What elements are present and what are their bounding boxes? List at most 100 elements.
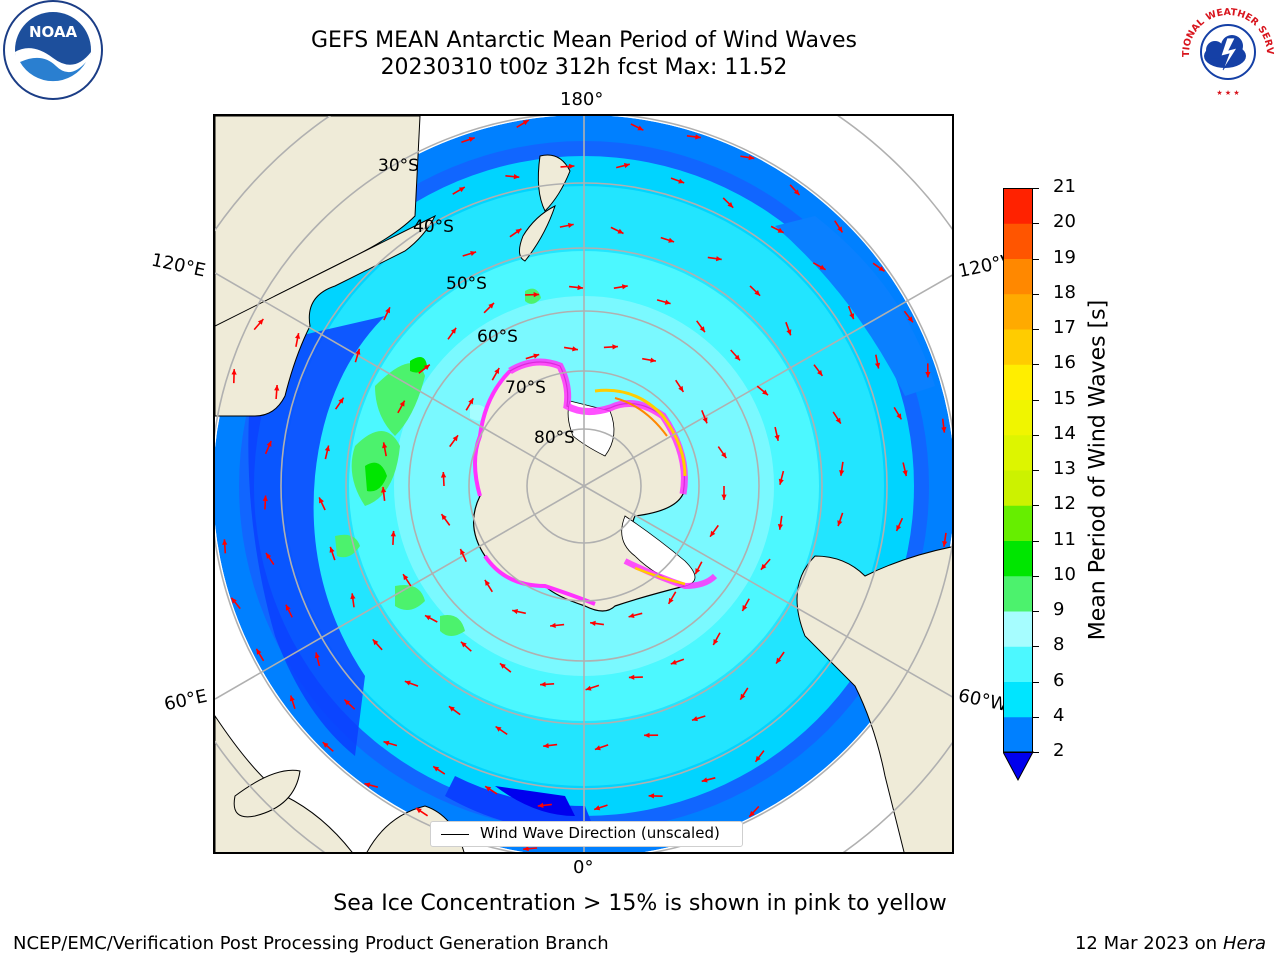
- wind-arrow-head: [902, 470, 908, 477]
- wind-arrow-head: [540, 681, 546, 687]
- wind-arrow-head: [907, 316, 913, 323]
- wind-arrow-head: [664, 299, 671, 305]
- wind-arrow-head: [274, 385, 280, 391]
- wind-arrow-head: [650, 357, 656, 363]
- colorbar-segment: [1003, 575, 1033, 612]
- wind-arrow-head: [441, 514, 447, 520]
- wind-arrow-head: [668, 237, 675, 243]
- wind-arrow-head: [329, 546, 335, 553]
- colorbar-tick-label: 20: [1053, 211, 1076, 233]
- wind-arrow-head: [485, 786, 492, 792]
- lat-label-70s: 70°S: [505, 378, 546, 398]
- colorbar-tick-mark: [1033, 434, 1039, 436]
- wind-arrow-head: [628, 613, 635, 618]
- lon-label-120e: 120°E: [149, 249, 208, 282]
- lon-label-180: 180°: [560, 89, 604, 110]
- colorbar-tick-mark: [1033, 188, 1039, 189]
- wind-arrow-head: [621, 284, 628, 290]
- wind-arrow-head: [523, 846, 529, 852]
- colorbar-segment: [1003, 505, 1033, 541]
- wind-arrow-head: [819, 264, 826, 270]
- wind-arrow-head: [777, 227, 784, 233]
- colorbar-tick-label: 8: [1053, 634, 1065, 656]
- wind-arrow-head: [715, 256, 722, 262]
- wind-arrow-head: [695, 568, 701, 575]
- colorbar-tick-label: 6: [1053, 669, 1065, 691]
- wind-arrow-head: [668, 597, 674, 604]
- wind-arrow-head: [710, 530, 716, 537]
- nws-logo: NATIONAL WEATHER SERVICE ★ ★ ★: [1173, 0, 1279, 104]
- lat-label-40s: 40°S: [413, 217, 454, 237]
- wind-arrow-head: [628, 674, 635, 680]
- wind-arrow-head: [533, 353, 540, 359]
- wind-arrow-head: [488, 302, 494, 309]
- colorbar-tick-mark: [1033, 505, 1039, 507]
- sea-ice-footnote: Sea Ice Concentration > 15% is shown in …: [333, 891, 947, 916]
- colorbar-segment: [1003, 293, 1033, 330]
- colorbar-tick-label: 16: [1053, 352, 1076, 374]
- date-text: 12 Mar 2023 on: [1074, 933, 1218, 954]
- wind-arrow-head: [285, 604, 291, 611]
- wind-arrow-head: [452, 435, 458, 442]
- wind-arrow-head: [678, 178, 685, 184]
- wind-arrow-head: [713, 639, 719, 645]
- wind-arrow-head: [721, 494, 727, 500]
- colorbar-tick-mark: [1033, 646, 1039, 648]
- lat-label-50s: 50°S: [446, 274, 487, 294]
- wind-arrow-head: [494, 368, 500, 374]
- wind-arrow-head: [364, 782, 371, 788]
- colorbar-tick-mark: [1033, 611, 1039, 612]
- colorbar-tick-label: 4: [1053, 704, 1065, 726]
- australia: [215, 214, 437, 417]
- wind-arrow-head: [433, 766, 440, 772]
- wind-arrow-head: [385, 307, 390, 314]
- wind-arrow-head: [543, 743, 549, 749]
- wind-arrow-head: [896, 413, 902, 420]
- wind-arrow-head: [754, 290, 761, 296]
- noaa-logo-label: NOAA: [29, 23, 78, 41]
- wind-arrow-head: [727, 202, 734, 208]
- wind-arrow-head: [777, 524, 783, 530]
- wind-arrow-head: [499, 663, 506, 669]
- wind-arrow-head: [925, 372, 931, 378]
- lon-label-60w: 60°W: [956, 685, 1010, 716]
- lat-label-30s: 30°S: [378, 156, 419, 176]
- wind-arrow-head: [612, 344, 618, 350]
- wind-arrow-head: [590, 620, 596, 626]
- wind-arrow-head: [762, 389, 768, 396]
- legend-text: Wind Wave Direction (unscaled): [480, 824, 720, 842]
- colorbar-tick-label: 18: [1053, 281, 1076, 303]
- wind-arrow-head: [941, 426, 947, 433]
- wind-arrow-head: [458, 187, 465, 193]
- wind-arrow-head: [537, 802, 544, 808]
- wind-arrow-head: [344, 699, 351, 706]
- colorbar-tick-label: 10: [1053, 563, 1076, 585]
- legend-line-sample: [441, 834, 469, 835]
- wind-arrow-head: [322, 742, 329, 748]
- wind-arrow-head: [585, 685, 592, 691]
- wind-arrow-head: [623, 163, 630, 169]
- wind-arrow-head: [390, 530, 396, 537]
- colorbar-segment: [1003, 611, 1033, 647]
- wind-arrow-head: [289, 695, 295, 702]
- wind-arrow-head: [295, 333, 301, 339]
- colorbar-tick-mark: [1033, 575, 1039, 577]
- credit-text: NCEP/EMC/Verification Post Processing Pr…: [13, 933, 609, 954]
- lat-label-80s: 80°S: [534, 428, 575, 448]
- wind-arrow-head: [533, 292, 540, 298]
- wind-arrow-head: [231, 369, 237, 375]
- wind-arrow-head: [699, 326, 705, 333]
- noaa-logo: NOAA: [2, 0, 104, 106]
- wind-arrow-head: [849, 313, 855, 320]
- wind-arrow-head: [222, 539, 228, 545]
- lon-label-60e: 60°E: [162, 685, 209, 716]
- colorbar-segment: [1003, 646, 1033, 682]
- wind-arrow-head: [262, 495, 268, 502]
- colorbar-segment: [1003, 258, 1033, 295]
- wind-arrow-head: [403, 574, 409, 581]
- colorbar-segment: [1003, 470, 1033, 506]
- colorbar-segment: [1003, 716, 1033, 753]
- wind-arrow-head: [572, 346, 578, 352]
- wind-arrow-head: [567, 222, 574, 228]
- wind-arrow-head: [835, 417, 841, 424]
